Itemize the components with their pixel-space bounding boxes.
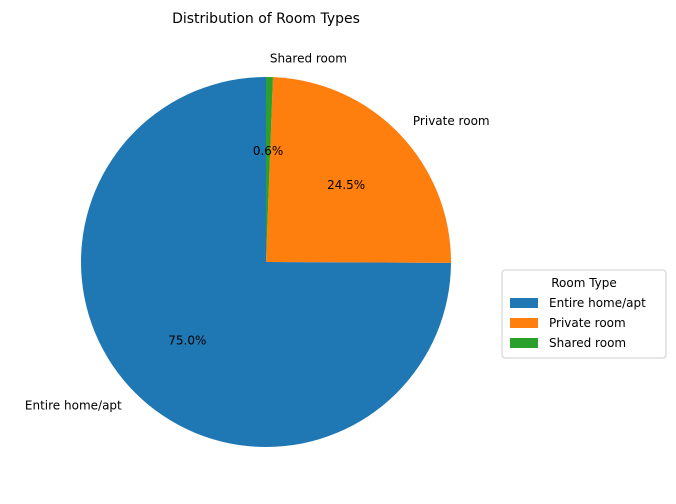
pie-slice-entire-home-apt: [81, 77, 451, 448]
legend-swatch-entire-home-apt: [510, 298, 538, 308]
category-label-shared-room: Shared room: [270, 52, 347, 66]
legend-label-entire-home-apt: Entire home/apt: [549, 296, 646, 310]
legend-label-shared-room: Shared room: [549, 336, 626, 350]
legend-swatch-shared-room: [510, 338, 538, 348]
legend-label-private-room: Private room: [549, 316, 626, 330]
legend-entries: Entire home/apt Private room Shared room: [510, 296, 646, 350]
category-labels: Entire home/apt Private room Shared room: [25, 52, 490, 413]
pie-slice-shared-room: [266, 77, 273, 262]
legend: Room Type Entire home/apt Private room Sha…: [501, 269, 667, 359]
chart-title: Distribution of Room Types: [172, 11, 360, 27]
category-label-private-room: Private room: [413, 114, 490, 128]
legend-swatch-private-room: [510, 318, 538, 328]
legend-title: Room Type: [551, 276, 617, 290]
pie-slices: [81, 77, 451, 448]
percent-labels: 75.0% 24.5% 0.6%: [168, 144, 365, 347]
percent-label-private-room: 24.5%: [327, 178, 365, 192]
category-label-entire-home-apt: Entire home/apt: [25, 399, 122, 413]
percent-label-entire-home-apt: 75.0%: [168, 333, 206, 347]
legend-frame: [501, 269, 667, 359]
percent-label-shared-room: 0.6%: [253, 144, 284, 158]
pie-slice-private-room: [266, 77, 451, 263]
